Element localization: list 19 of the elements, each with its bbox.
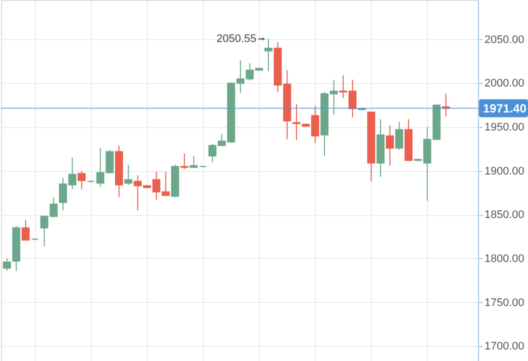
- y-tick-label: 1950.00: [484, 122, 524, 134]
- annotation: 2050.55: [216, 32, 256, 45]
- y-tick-label: 1900.00: [484, 165, 524, 178]
- ref-line-label: 1971.40: [483, 101, 527, 116]
- candlestick: [124, 164, 132, 186]
- candlestick: [190, 155, 198, 168]
- y-tick-label: 1850.00: [484, 209, 524, 222]
- candlestick: [180, 152, 188, 170]
- y-tick-label: 1800.00: [484, 252, 524, 265]
- candlestick: [386, 124, 394, 166]
- candlestick: [292, 104, 300, 141]
- y-tick-label: 1700.00: [484, 340, 524, 353]
- y-tick-label: 2000.00: [484, 78, 524, 90]
- candlestick: [395, 121, 404, 150]
- y-tick-label: 2050.00: [484, 34, 524, 46]
- candlestick: [2, 258, 11, 272]
- candlestick: [22, 219, 30, 241]
- y-tick-label: 1750.00: [484, 296, 524, 309]
- candlestick: [78, 170, 86, 190]
